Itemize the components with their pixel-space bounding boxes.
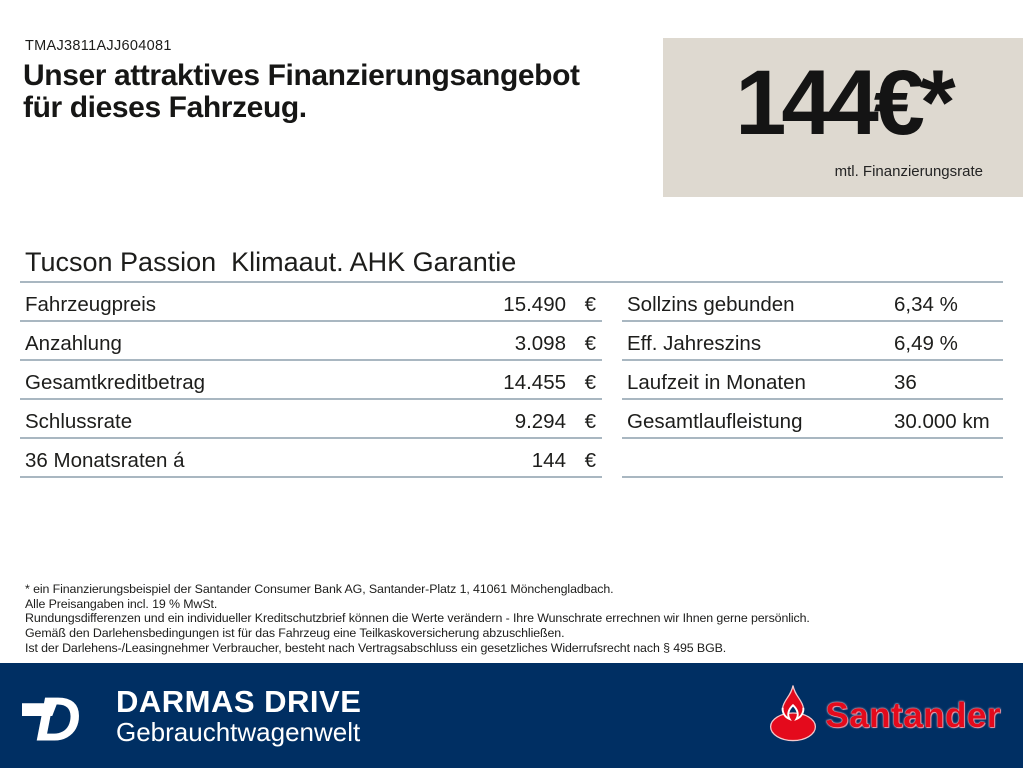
row-label: Gesamtlaufleistung (627, 410, 803, 433)
row-value: 36 (894, 371, 917, 394)
footnote-line: Ist der Darlehens-/Leasingnehmer Verbrau… (25, 640, 727, 655)
table-row: Anzahlung 3.098 € (20, 322, 602, 361)
footer-bar: D DARMAS DRIVE Gebrauchtwagenwelt Santan… (0, 663, 1023, 768)
table-row: Sollzins gebunden 6,34 % (622, 283, 1003, 322)
finance-table-left: Fahrzeugpreis 15.490 € Anzahlung 3.098 €… (20, 283, 602, 478)
vehicle-title: Tucson Passion Klimaaut. AHK Garantie (20, 247, 1003, 283)
row-unit: € (584, 293, 596, 316)
row-value: 6,49 % (894, 332, 958, 355)
dealer-text: DARMAS DRIVE Gebrauchtwagenwelt (116, 683, 362, 747)
row-value: 15.490 (503, 293, 566, 316)
footnote-line: Gemäß den Darlehensbedingungen ist für d… (25, 626, 565, 641)
footnote-line: Rundungsdifferenzen und ein individuelle… (25, 611, 810, 626)
row-label: Eff. Jahreszins (627, 332, 762, 355)
monthly-rate-box: 144€* mtl. Finanzierungsrate (663, 38, 1023, 197)
dealer-tagline: Gebrauchtwagenwelt (116, 716, 361, 747)
row-label: Sollzins gebunden (627, 293, 795, 316)
row-unit: € (584, 332, 596, 355)
vehicle-vin: TMAJ3811AJJ604081 (25, 38, 172, 54)
footnote-line: Alle Preisangaben incl. 19 % MwSt. (25, 596, 218, 611)
row-value: 3.098 (514, 332, 566, 355)
table-row: Eff. Jahreszins 6,49 % (622, 322, 1003, 361)
table-row: Gesamtlaufleistung 30.000 km (622, 400, 1003, 439)
monthly-rate-amount: 144€* (735, 52, 955, 154)
table-row: Schlussrate 9.294 € (20, 400, 602, 439)
footnote-line: * ein Finanzierungsbeispiel der Santande… (25, 582, 614, 596)
row-value: 30.000 km (894, 410, 990, 433)
page-title-line1: Unser attraktives Finanzierungsangebot (23, 59, 580, 92)
svg-text:D: D (36, 684, 81, 749)
row-value: 14.455 (503, 371, 566, 394)
legal-footnotes: * ein Finanzierungsbeispiel der Santande… (25, 582, 1005, 656)
monthly-rate-caption: mtl. Finanzierungsrate (834, 163, 983, 180)
dealer-logo-block: D DARMAS DRIVE Gebrauchtwagenwelt (22, 663, 361, 768)
row-value: 9.294 (514, 410, 566, 433)
row-label: Gesamtkreditbetrag (25, 371, 206, 394)
row-value: 6,34 % (894, 293, 958, 316)
row-label: Anzahlung (25, 332, 122, 355)
row-value: 144 (531, 449, 566, 472)
table-row: Fahrzeugpreis 15.490 € (20, 283, 602, 322)
table-row: Laufzeit in Monaten 36 (622, 361, 1003, 400)
table-row-empty (622, 439, 1003, 478)
santander-wordmark: Santander (825, 695, 1001, 735)
row-label: 36 Monatsraten á (25, 449, 185, 472)
row-unit: € (584, 449, 596, 472)
table-row: Gesamtkreditbetrag 14.455 € (20, 361, 602, 400)
dealer-name: DARMAS DRIVE (116, 683, 362, 719)
row-unit: € (584, 410, 596, 433)
santander-logo-block: Santander (767, 663, 1001, 768)
row-unit: € (584, 371, 596, 394)
santander-flame-icon (770, 684, 817, 741)
table-row: 36 Monatsraten á 144 € (20, 439, 602, 478)
finance-table-right: Sollzins gebunden 6,34 % Eff. Jahreszins… (622, 283, 1003, 478)
row-label: Fahrzeugpreis (25, 293, 157, 316)
page-title-line2: für dieses Fahrzeug. (23, 91, 307, 124)
row-label: Laufzeit in Monaten (627, 371, 806, 394)
row-label: Schlussrate (25, 410, 133, 433)
page-title: Unser attraktives Finanzierungsangebot f… (23, 60, 663, 124)
darmas-drive-d-logo-icon: D (22, 684, 81, 749)
